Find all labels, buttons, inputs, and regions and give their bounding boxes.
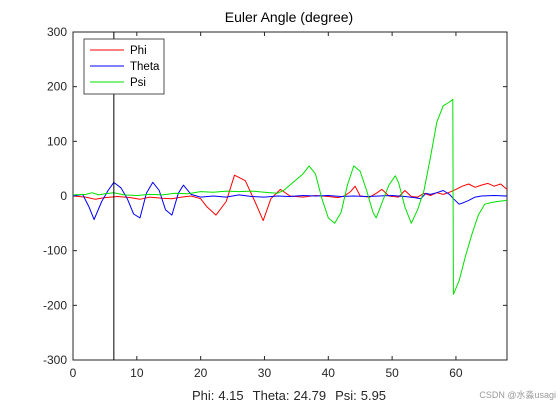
legend: Phi Theta Psi [83, 38, 165, 95]
x-tick-label: 10 [130, 366, 144, 380]
y-tick-label: 0 [60, 189, 67, 203]
readout-theta-value: 24.79 [294, 388, 327, 403]
chart-title: Euler Angle (degree) [225, 9, 353, 25]
legend-label-psi: Psi [130, 77, 146, 89]
watermark: CSDN @水淼usagi [479, 389, 556, 400]
legend-label-theta: Theta [130, 61, 160, 73]
y-tick-label: -300 [43, 353, 67, 367]
y-tick-label: -200 [43, 298, 67, 312]
x-tick-label: 40 [322, 366, 336, 380]
series-line-psi [72, 98, 508, 295]
readout-phi-label: Phi: [192, 388, 214, 403]
x-tick-label: 30 [258, 366, 272, 380]
series-layer [72, 98, 508, 295]
y-tick-label: 300 [47, 25, 67, 39]
readout-psi-label: Psi: [335, 388, 357, 403]
x-tick-label: 0 [70, 366, 77, 380]
x-tick-label: 20 [194, 366, 208, 380]
legend-label-phi: Phi [130, 45, 147, 57]
x-axis: 0 10 20 30 40 50 60 [70, 32, 463, 380]
x-tick-label: 50 [385, 366, 399, 380]
y-axis: -300 -200 -100 0 100 200 300 [43, 25, 507, 367]
y-tick-label: 200 [47, 80, 67, 94]
readout-psi-value: 5.95 [361, 388, 386, 403]
readout-phi-value: 4.15 [218, 388, 243, 403]
y-tick-label: 100 [47, 134, 67, 148]
y-tick-label: -100 [43, 244, 67, 258]
cursor-readout: Phi: 4.15 Theta: 24.79 Psi: 5.95 [192, 388, 386, 403]
series-line-theta [72, 181, 508, 220]
x-tick-label: 60 [449, 366, 463, 380]
readout-theta-label: Theta: [253, 388, 290, 403]
series-line-phi [72, 174, 508, 222]
